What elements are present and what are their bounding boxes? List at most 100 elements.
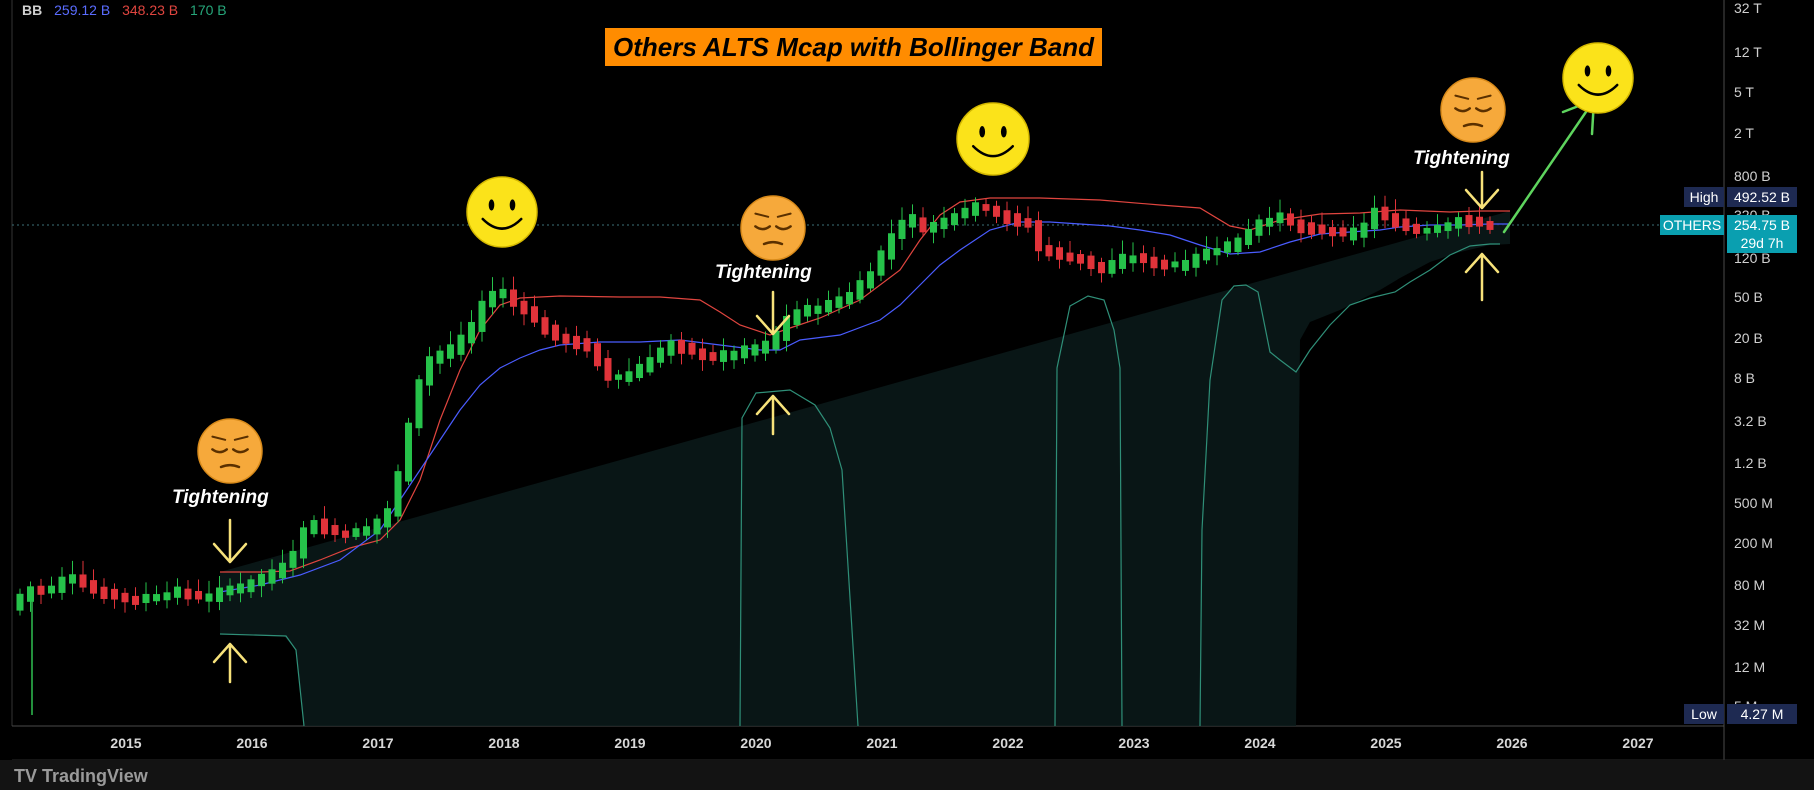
year-tick-2023: 2023 bbox=[1118, 735, 1149, 751]
year-tick-2019: 2019 bbox=[614, 735, 645, 751]
price-tick: 200 M bbox=[1734, 535, 1773, 551]
arrow-up-2016 bbox=[212, 642, 248, 684]
candle-body bbox=[961, 207, 969, 219]
price-tick: 32 T bbox=[1734, 0, 1762, 16]
candle-body bbox=[1308, 222, 1315, 235]
last-value: 254.75 B bbox=[1734, 217, 1790, 233]
sad-face-eye bbox=[1474, 107, 1492, 113]
candle-body bbox=[1381, 206, 1389, 221]
candle-body bbox=[405, 422, 412, 482]
candle-body bbox=[1339, 227, 1347, 237]
bollinger-basis-line bbox=[219, 221, 1510, 593]
price-tick: 50 B bbox=[1734, 289, 1763, 305]
bar-countdown: 29d 7h bbox=[1741, 235, 1784, 251]
candle-body bbox=[415, 379, 423, 429]
candle-body bbox=[289, 550, 297, 568]
year-tick-2027: 2027 bbox=[1622, 735, 1653, 751]
projection-arrow bbox=[1502, 104, 1592, 234]
symbol-label: OTHERS bbox=[1663, 217, 1721, 233]
candle-body bbox=[468, 322, 475, 344]
candle-body bbox=[814, 305, 822, 314]
legend-lower-value: 170 B bbox=[190, 2, 227, 18]
sad-face-eye bbox=[774, 225, 792, 231]
candle-body bbox=[1476, 216, 1483, 227]
high-label-box bbox=[1684, 187, 1724, 207]
sad-face-head bbox=[740, 195, 806, 261]
candle-body bbox=[1171, 261, 1179, 268]
high-label: High bbox=[1690, 189, 1719, 205]
sad-face-head bbox=[197, 418, 263, 484]
candle-body bbox=[373, 518, 381, 535]
year-tick-2020: 2020 bbox=[740, 735, 771, 751]
candle-body bbox=[1203, 248, 1210, 261]
candle-body bbox=[1108, 260, 1116, 274]
bollinger-lower-band bbox=[219, 633, 305, 727]
sad-face-mouth bbox=[1462, 122, 1484, 128]
candle-body bbox=[993, 205, 1000, 217]
bollinger-band-fill bbox=[220, 211, 1510, 726]
arrow-up-2025 bbox=[1464, 252, 1500, 302]
year-tick-2024: 2024 bbox=[1244, 735, 1275, 751]
sad-face-brow bbox=[754, 212, 792, 218]
candle-body bbox=[1287, 213, 1294, 226]
candle-body bbox=[100, 586, 108, 600]
candle-body bbox=[919, 217, 927, 233]
candle-body bbox=[1413, 223, 1420, 234]
price-tick: 800 B bbox=[1734, 168, 1771, 184]
candle-body bbox=[951, 213, 958, 226]
candle-body bbox=[216, 587, 223, 603]
candle-body bbox=[856, 280, 864, 300]
candle-body bbox=[646, 357, 654, 373]
candle-body bbox=[174, 586, 181, 598]
candle-body bbox=[436, 350, 444, 364]
candle-body bbox=[132, 595, 139, 605]
candle-body bbox=[1486, 221, 1494, 230]
candle-body bbox=[1266, 217, 1273, 227]
happy-face-eye bbox=[1605, 65, 1612, 77]
price-tick: 20 B bbox=[1734, 330, 1763, 346]
candle-body bbox=[499, 288, 507, 299]
candle-body bbox=[16, 593, 24, 611]
arrow-up-2020 bbox=[755, 394, 791, 436]
tightening-label-2020: Tightening bbox=[715, 262, 812, 283]
candle-body bbox=[541, 317, 549, 335]
candle-body bbox=[1455, 217, 1462, 229]
candle-body bbox=[1066, 252, 1074, 262]
happy-face-mouth bbox=[1577, 83, 1619, 96]
price-tick: 3.2 B bbox=[1734, 413, 1767, 429]
chart-title: Others ALTS Mcap with Bollinger Band bbox=[605, 28, 1103, 66]
candle-body bbox=[342, 530, 349, 538]
bollinger-lower-band bbox=[1199, 243, 1500, 727]
price-tick: 12 T bbox=[1734, 44, 1762, 60]
candle-body bbox=[1329, 227, 1336, 237]
candle-body bbox=[636, 363, 643, 379]
candle-body bbox=[142, 593, 150, 604]
candle-body bbox=[877, 250, 885, 276]
year-tick-2021: 2021 bbox=[866, 735, 897, 751]
price-tick: 32 M bbox=[1734, 617, 1765, 633]
happy-face-2018 bbox=[466, 176, 538, 248]
happy-face-2026 bbox=[1562, 42, 1634, 114]
candle-body bbox=[258, 573, 265, 587]
candle-body bbox=[205, 593, 213, 602]
candle-body bbox=[163, 592, 171, 601]
candle-body bbox=[394, 471, 402, 517]
candle-body bbox=[898, 219, 906, 240]
year-tick-2016: 2016 bbox=[236, 735, 267, 751]
price-tick: 120 B bbox=[1734, 250, 1771, 266]
symbol-label-box bbox=[1660, 215, 1724, 235]
candle-body bbox=[1224, 241, 1231, 253]
happy-face-eye bbox=[1584, 65, 1591, 77]
happy-face-eye bbox=[509, 199, 516, 211]
candle-body bbox=[678, 339, 685, 354]
candle-body bbox=[1077, 254, 1084, 264]
candle-body bbox=[27, 586, 34, 602]
candle-body bbox=[1098, 261, 1105, 274]
indicator-legend: BB 259.12 B 348.23 B 170 B bbox=[22, 2, 227, 18]
candle-body bbox=[279, 562, 286, 579]
happy-face-eye bbox=[979, 126, 986, 138]
candle-body bbox=[37, 585, 45, 595]
candle-body bbox=[531, 306, 538, 323]
